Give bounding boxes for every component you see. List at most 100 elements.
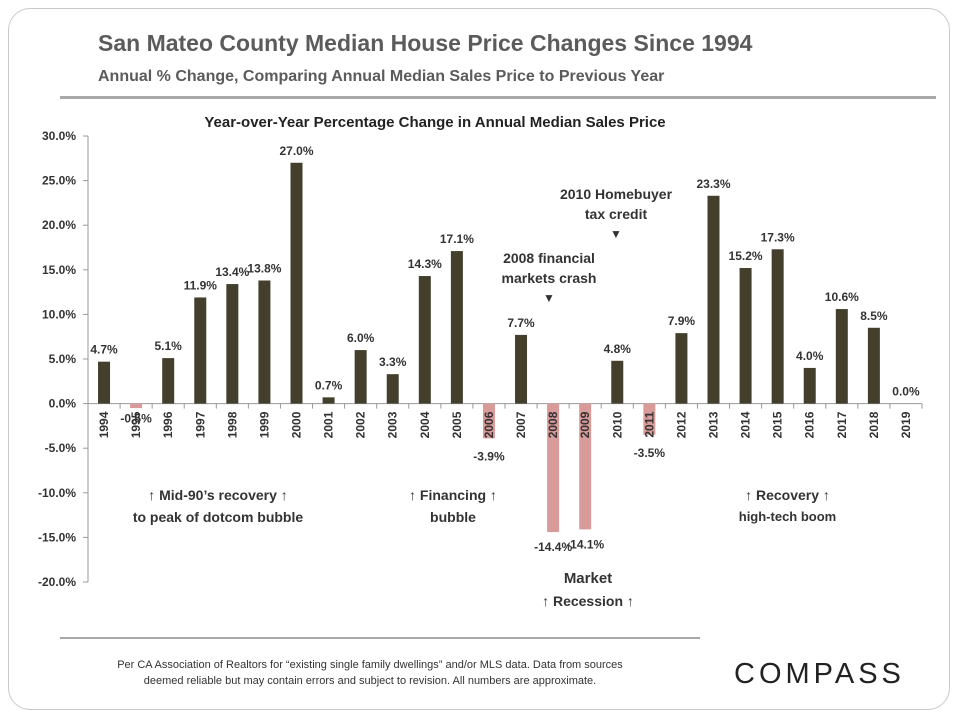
data-label: 23.3% [696, 177, 730, 191]
x-tick-label: 2010 [610, 411, 624, 438]
x-tick-label: 2003 [386, 411, 400, 438]
y-tick-label: -15.0% [38, 530, 76, 544]
data-label: 7.9% [668, 314, 696, 328]
annotation-recession-line2: ↑ Recession ↑ [542, 593, 634, 609]
footnote-line1: Per CA Association of Realtors for “exis… [117, 659, 623, 671]
x-tick-label: 2018 [867, 411, 881, 438]
bar-2007 [515, 334, 528, 404]
y-tick-label: 25.0% [42, 174, 76, 188]
bar-2009 [579, 403, 592, 530]
y-tick-label: 0.0% [49, 397, 77, 411]
data-label: 7.7% [507, 316, 535, 330]
header-divider [60, 96, 936, 99]
data-label: 27.0% [279, 144, 313, 158]
data-label: 4.7% [90, 343, 118, 357]
page-subtitle: Annual % Change, Comparing Annual Median… [98, 68, 665, 85]
y-tick-label: 20.0% [42, 218, 76, 232]
x-tick-label: 2007 [514, 411, 528, 438]
x-tick-label: 2016 [803, 411, 817, 438]
data-label: -14.1% [566, 537, 604, 551]
footnote: Per CA Association of Realtors for “exis… [70, 657, 670, 689]
x-tick-label: 1994 [97, 411, 111, 438]
x-tick-label: 2001 [322, 411, 336, 438]
bar-2016 [803, 367, 816, 404]
bar-2014 [739, 268, 752, 404]
data-label: 0.0% [892, 385, 920, 399]
data-label: 17.3% [761, 230, 795, 244]
data-label: 13.8% [247, 262, 281, 276]
bar-2005 [450, 251, 463, 404]
x-tick-label: 1995 [129, 411, 143, 438]
annotation-mid90s-line2: to peak of dotcom bubble [132, 509, 304, 525]
bar-2003 [386, 374, 399, 404]
x-tick-label: 2013 [707, 411, 721, 438]
y-tick-label: 30.0% [42, 129, 76, 143]
down-arrow-icon: ▼ [610, 227, 622, 241]
data-label: 5.1% [155, 339, 183, 353]
x-tick-label: 2008 [546, 411, 560, 438]
annotation-mid90s-line1: ↑ Mid-90’s recovery ↑ [148, 487, 288, 503]
footnote-line2: deemed reliable but may contain errors a… [143, 675, 597, 687]
bar-1997 [194, 297, 207, 404]
x-tick-label: 2005 [450, 411, 464, 438]
bar-2013 [707, 195, 720, 404]
bar-2010 [611, 360, 624, 404]
x-tick-label: 2015 [771, 411, 785, 438]
page-title: San Mateo County Median House Price Chan… [98, 30, 753, 56]
data-label: 3.3% [379, 355, 407, 369]
x-tick-label: 1997 [193, 411, 207, 438]
y-tick-label: 5.0% [49, 352, 77, 366]
x-tick-label: 2019 [899, 411, 913, 438]
bar-2018 [867, 327, 880, 404]
y-tick-label: -20.0% [38, 575, 76, 589]
annotation-recession: Market ↑ Recession ↑ [518, 568, 658, 612]
x-tick-label: 2006 [482, 411, 496, 438]
data-label: -14.4% [534, 540, 572, 554]
bar-1994 [98, 361, 111, 404]
x-tick-label: 2017 [835, 411, 849, 438]
x-tick-label: 2002 [354, 411, 368, 438]
data-label: 4.0% [796, 349, 824, 363]
bar-2012 [675, 333, 688, 404]
data-label: 15.2% [729, 249, 763, 263]
data-label: -0.5% [120, 412, 152, 426]
annotation-2010-credit: 2010 Homebuyer tax credit ▼ [546, 184, 686, 244]
bar-1996 [162, 358, 175, 404]
bar-1998 [226, 284, 239, 404]
data-label: -3.9% [473, 449, 505, 463]
bar-1995 [130, 403, 143, 409]
annotation-2010-line2: tax credit [584, 206, 648, 222]
bar-2000 [290, 162, 303, 404]
bar-2015 [771, 249, 784, 404]
annotation-2010-line1: 2010 Homebuyer [559, 186, 673, 202]
bar-2002 [354, 350, 367, 404]
annotation-recovery-line2: high-tech boom [738, 509, 837, 524]
annotation-recession-line1: Market [563, 570, 613, 587]
data-label: 11.9% [184, 278, 218, 292]
data-label: 14.3% [408, 257, 442, 271]
x-tick-label: 2004 [418, 411, 432, 438]
x-tick-label: 1996 [161, 411, 175, 438]
x-tick-label: 2011 [642, 411, 656, 437]
data-label: 4.8% [604, 342, 632, 356]
annotation-mid90s: ↑ Mid-90’s recovery ↑ to peak of dotcom … [118, 484, 318, 528]
x-tick-label: 2000 [290, 411, 304, 438]
bar-2006 [482, 403, 495, 439]
data-label: 17.1% [440, 232, 474, 246]
footer-divider [60, 637, 700, 639]
data-label: 8.5% [860, 309, 888, 323]
annotation-recovery-line1: ↑ Recovery ↑ [745, 487, 830, 503]
x-tick-label: 2014 [739, 411, 753, 438]
x-tick-label: 1998 [225, 411, 239, 438]
annotation-2008-crash: 2008 financial markets crash ▼ [484, 248, 614, 308]
y-tick-label: 15.0% [42, 263, 76, 277]
annotation-financing-line1: ↑ Financing ↑ [409, 487, 497, 503]
x-tick-label: 2012 [674, 411, 688, 438]
compass-logo: COMPASS [734, 658, 905, 690]
bar-2004 [418, 276, 431, 404]
bar-2011 [643, 403, 656, 435]
data-label: 6.0% [347, 331, 375, 345]
annotation-financing: ↑ Financing ↑ bubble [388, 484, 518, 528]
annotation-financing-line2: bubble [430, 509, 476, 525]
